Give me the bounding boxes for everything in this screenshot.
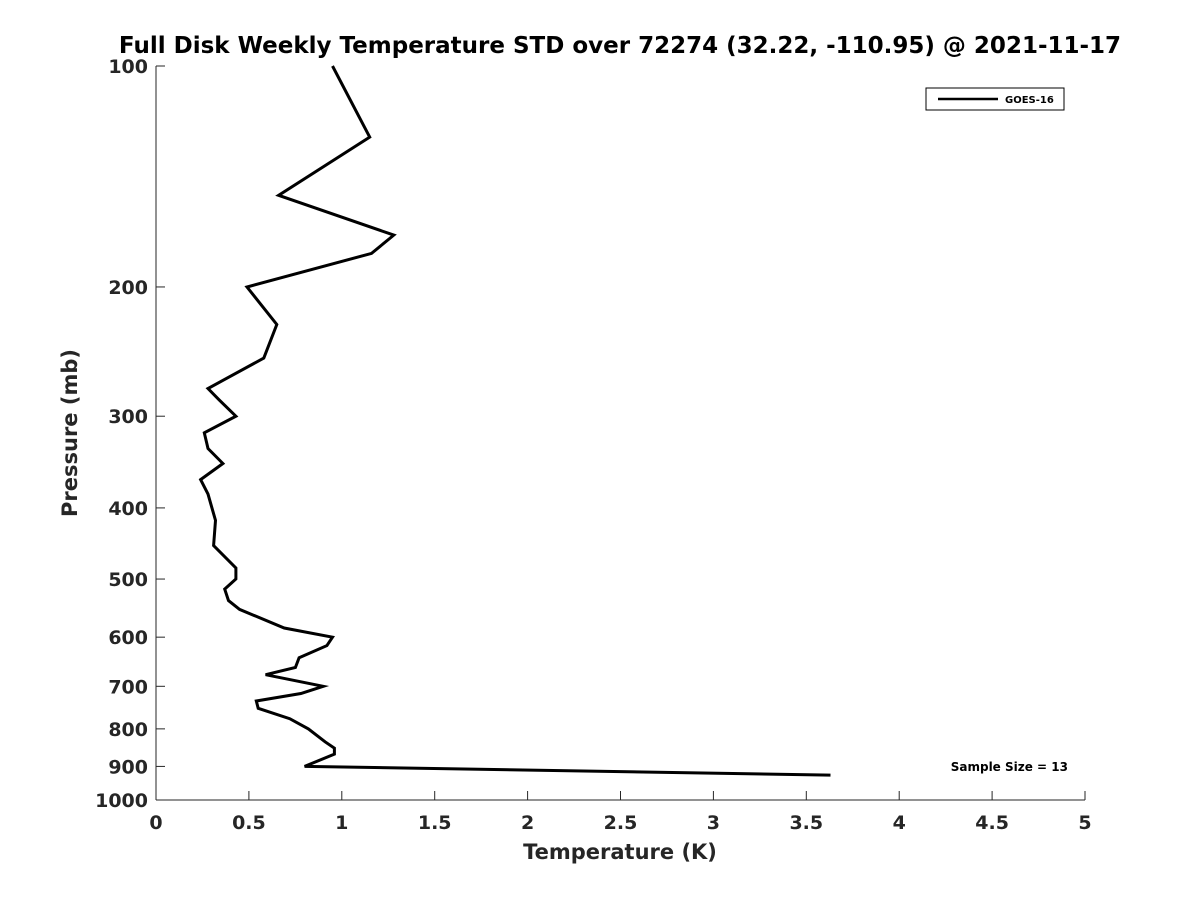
series-layer (198, 65, 831, 777)
x-tick-label: 2.5 (604, 812, 638, 834)
y-tick-label: 700 (108, 676, 148, 698)
x-tick-label: 1 (335, 812, 348, 834)
y-tick-label: 200 (108, 277, 148, 299)
sample-size-annotation: Sample Size = 13 (951, 760, 1068, 774)
x-axis-label: Temperature (K) (523, 840, 717, 864)
y-tick-label: 100 (108, 56, 148, 78)
x-tick-label: 3 (707, 812, 720, 834)
x-tick-label: 3.5 (789, 812, 823, 834)
y-tick-label: 400 (108, 498, 148, 520)
x-tick-label: 4.5 (975, 812, 1009, 834)
x-tick-label: 2 (521, 812, 534, 834)
x-tick-label: 5 (1078, 812, 1091, 834)
legend: GOES-16 (925, 87, 1065, 111)
legend-label-goes-16: GOES-16 (1005, 95, 1054, 106)
series-line-goes-16 (198, 65, 831, 777)
y-tick-label: 900 (108, 756, 148, 778)
y-tick-label: 300 (108, 406, 148, 428)
chart-title: Full Disk Weekly Temperature STD over 72… (119, 33, 1121, 59)
y-tick-label: 600 (108, 627, 148, 649)
axes: 0 0.5 1 1.5 2 2.5 3 3.5 4 4.5 5 100 200 300 400 500 600 7… (95, 56, 1092, 834)
x-tick-label: 4 (893, 812, 906, 834)
y-tick-label: 500 (108, 569, 148, 591)
x-tick-label: 1.5 (418, 812, 452, 834)
y-tick-label: 800 (108, 719, 148, 741)
x-tick-label: 0 (149, 812, 162, 834)
x-tick-label: 0.5 (232, 812, 266, 834)
y-axis-label: Pressure (mb) (58, 349, 82, 517)
y-tick-label: 1000 (95, 790, 148, 812)
